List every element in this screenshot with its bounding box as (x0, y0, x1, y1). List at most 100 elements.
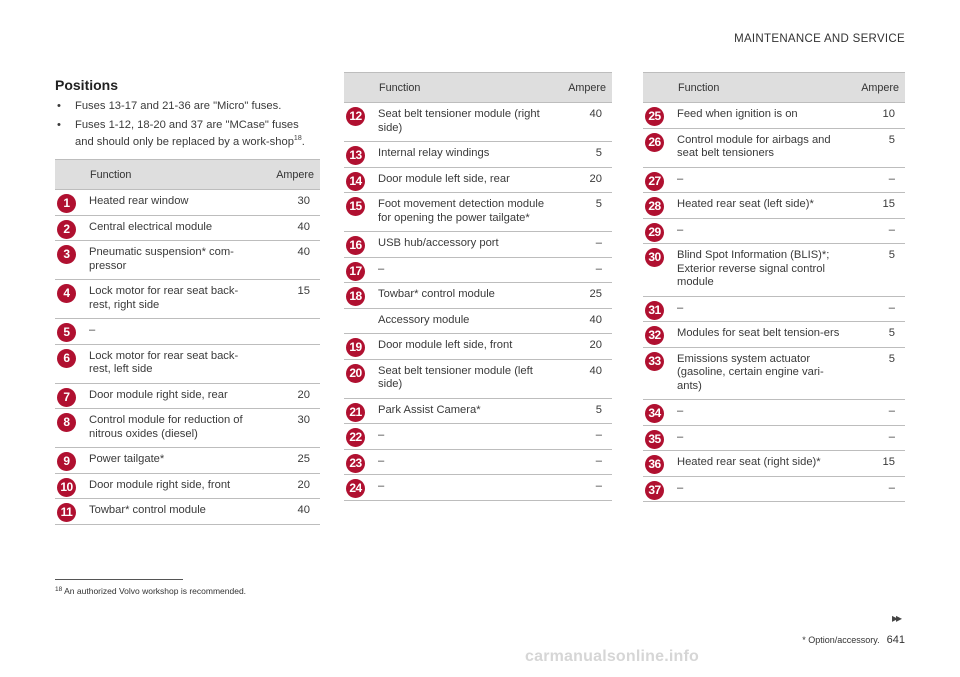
fuse-row: 3 Pneumatic suspension* com-pressor 40 (55, 240, 320, 280)
fuse-number-cell: 9 (55, 447, 85, 473)
fuse-function: Lock motor for rear seat back-rest, righ… (85, 279, 262, 319)
fuse-number-badge: 16 (346, 236, 365, 255)
fuse-function: – (374, 256, 554, 283)
fuse-number-badge: 6 (57, 348, 76, 368)
fuse-number-badge: 21 (346, 402, 365, 422)
fuse-ampere (262, 343, 320, 383)
fuse-row: 25 Feed when ignition is on 10 (643, 102, 905, 128)
fuse-function: Control module for airbags and seat belt… (673, 127, 847, 167)
fuse-number-cell: 37 (643, 475, 673, 502)
fuse-ampere: 20 (262, 382, 320, 409)
fuse-number-badge: 19 (346, 338, 365, 357)
fuse-ampere: – (847, 295, 905, 322)
fuse-number-cell: 21 (344, 397, 374, 424)
fuse-number-badge: 8 (57, 413, 76, 432)
fuse-function: Seat belt tensioner module (left side) (374, 358, 554, 398)
ampere-header: Ampere (262, 159, 320, 190)
fuse-row: 32 Modules for seat belt tension-ers 5 (643, 321, 905, 347)
fuse-number-badge: 9 (57, 452, 76, 471)
fuse-row: 26 Control module for airbags and seat be… (643, 127, 905, 167)
fuse-number-badge: 2 (57, 219, 76, 239)
fuse-ampere: 30 (262, 189, 320, 215)
fuse-row: 1 Heated rear window 30 (55, 189, 320, 215)
fuse-number-badge: 17 (346, 261, 365, 281)
fuse-ampere: 40 (262, 240, 320, 280)
bullet-micro-fuses: Fuses 13-17 and 21-36 are "Micro" fuses. (55, 99, 320, 113)
fuse-number-cell: 33 (643, 346, 673, 400)
watermark: carmanualsonline.info (525, 648, 700, 665)
fuse-number-cell: 17 (344, 256, 374, 283)
fuse-number-badge: 29 (645, 222, 664, 242)
fuse-ampere: 5 (554, 397, 612, 424)
fuse-function: Modules for seat belt tension-ers (673, 321, 847, 347)
fuse-number-cell: 14 (344, 166, 374, 193)
fuse-row: 11 Towbar* control module 40 (55, 498, 320, 525)
fuse-ampere: 40 (262, 214, 320, 241)
column-1: Positions Fuses 13-17 and 21-36 are "Mic… (55, 72, 320, 525)
fuse-number-badge: 25 (645, 107, 664, 126)
fuse-function: Power tailgate* (85, 447, 262, 473)
positions-bullets: Fuses 13-17 and 21-36 are "Micro" fuses.… (55, 99, 320, 149)
fuse-row: 24– – (344, 474, 612, 501)
fuse-function: USB hub/accessory port (374, 231, 554, 257)
fuse-row: 4 Lock motor for rear seat back-rest, rig… (55, 279, 320, 319)
fuse-number-cell: 15 (344, 192, 374, 232)
fuse-ampere: – (847, 399, 905, 425)
fuse-row: 13 Internal relay windings 5 (344, 141, 612, 167)
fuse-row: 14 Door module left side, rear 20 (344, 166, 612, 193)
fuse-row: 31– – (643, 295, 905, 322)
fuse-number-cell: 18 (344, 282, 374, 308)
fuse-table-3: Function Ampere 25 Feed when ignition is … (643, 72, 905, 502)
next-page-icon[interactable]: ▸▸ (891, 611, 902, 625)
fuse-number-cell: 1 (55, 189, 85, 215)
fuse-row: 28 Heated rear seat (left side)* 15 (643, 192, 905, 218)
fuse-function: – (673, 295, 847, 322)
footnote-divider (55, 579, 183, 580)
fuse-ampere: 20 (554, 333, 612, 359)
fuse-number-cell: 32 (643, 321, 673, 347)
fuse-row: 6 Lock motor for rear seat back-rest, lef… (55, 343, 320, 383)
fuse-number-cell: 26 (643, 127, 673, 167)
fuse-row: Accessory module 40 (344, 307, 612, 334)
fuse-table-1: Function Ampere 1 Heated rear window 30 2 Ce… (55, 159, 320, 525)
fuse-ampere: 5 (847, 127, 905, 167)
fuse-number-cell: 29 (643, 217, 673, 244)
fuse-function: Accessory module (374, 307, 554, 334)
fuse-number-badge: 4 (57, 284, 76, 303)
fuse-function: Heated rear seat (left side)* (673, 192, 847, 218)
fuse-ampere: 15 (262, 279, 320, 319)
fuse-number-badge: 30 (645, 248, 664, 267)
fuse-function: – (673, 424, 847, 451)
fuse-row: 10 Door module right side, front 20 (55, 472, 320, 499)
fuse-number-badge: 34 (645, 404, 664, 423)
fuse-number-badge: 1 (57, 194, 76, 213)
fuse-number-badge: 36 (645, 455, 664, 474)
fuse-row: 20 Seat belt tensioner module (left side)… (344, 358, 612, 398)
fuse-number-cell: 8 (55, 408, 85, 448)
fuse-function: Door module left side, rear (374, 166, 554, 193)
fuse-ampere: 20 (262, 472, 320, 499)
fuse-row: 27– – (643, 166, 905, 193)
footnote-ref[interactable]: 18 (293, 135, 302, 142)
fuse-number-cell: 12 (344, 102, 374, 142)
fuse-number-badge: 13 (346, 146, 365, 165)
column-2: Function Ampere 12 Seat belt tensioner mo… (344, 72, 612, 501)
fuse-function: Door module right side, front (85, 472, 262, 499)
fuse-function: Control module for reduction of nitrous … (85, 408, 262, 448)
fuse-function: – (85, 318, 262, 344)
footnote: 18 An authorized Volvo workshop is recom… (55, 586, 247, 596)
function-header: Function (643, 72, 847, 103)
fuse-number-cell: 24 (344, 474, 374, 501)
ampere-header: Ampere (847, 72, 905, 103)
fuse-row: 34– – (643, 399, 905, 425)
fuse-function: – (374, 474, 554, 501)
column-3: Function Ampere 25 Feed when ignition is … (643, 72, 905, 502)
fuse-row: 30 Blind Spot Information (BLIS)*; Exteri… (643, 243, 905, 296)
fuse-function: Internal relay windings (374, 141, 554, 167)
fuse-function: Lock motor for rear seat back-rest, left… (85, 343, 262, 383)
fuse-number-cell: 23 (344, 448, 374, 475)
fuse-number-cell: 36 (643, 450, 673, 476)
fuse-number-cell: 28 (643, 192, 673, 218)
fuse-number-cell: 6 (55, 343, 85, 383)
fuse-row: 12 Seat belt tensioner module (right side… (344, 102, 612, 142)
